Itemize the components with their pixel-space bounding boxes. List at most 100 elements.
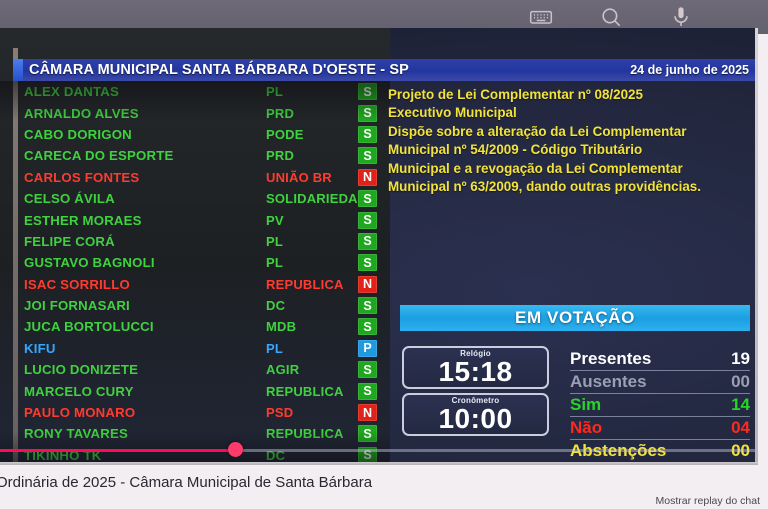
vereador-party: PRD xyxy=(266,148,295,164)
bill-line: Dispõe sobre a alteração da Lei Compleme… xyxy=(388,123,687,139)
session-date: 24 de junho de 2025 xyxy=(630,63,749,77)
vote-badge: S xyxy=(358,190,377,208)
search-icon[interactable] xyxy=(598,4,624,30)
vereador-name: LUCIO DONIZETE xyxy=(24,362,139,378)
vereador-name: CARECA DO ESPORTE xyxy=(24,148,174,164)
video-progress-fill xyxy=(0,449,235,452)
vereador-name: CELSO ÁVILA xyxy=(24,191,115,207)
vereador-party: REPUBLICA xyxy=(266,276,344,292)
vereador-party: DC xyxy=(266,298,286,314)
vereador-name: PAULO MONARO xyxy=(24,405,136,421)
vereador-name: ALEX DANTAS xyxy=(24,84,120,100)
header-accent-block xyxy=(13,59,23,81)
clock-relogio-label: Relógio xyxy=(460,349,491,358)
vereador-party: SOLIDARIEDADE xyxy=(266,191,377,207)
table-row: JUCA BORTOLUCCI MDB S xyxy=(18,316,383,337)
tally-value: 00 xyxy=(731,372,750,391)
vote-badge: S xyxy=(358,147,377,165)
vereador-name: FELIPE CORÁ xyxy=(24,233,115,249)
status-badge: EM VOTAÇÃO xyxy=(400,305,750,331)
top-icon-group xyxy=(520,0,720,34)
vereador-party: PSD xyxy=(266,405,294,421)
video-player[interactable]: CÂMARA MUNICIPAL SANTA BÁRBARA D'OESTE -… xyxy=(0,28,757,465)
clock-cronometro-value: 10:00 xyxy=(438,403,513,434)
bill-line: Municipal nº 54/2009 - Código Tributário xyxy=(388,142,643,158)
vereador-party: REPUBLICA xyxy=(266,383,344,399)
table-row: ARNALDO ALVES PRD S xyxy=(18,102,383,123)
table-row: MARCELO CURY REPUBLICA S xyxy=(18,380,383,401)
tally-label: Não xyxy=(570,418,603,437)
player-bottom-edge xyxy=(0,462,758,465)
vote-badge: S xyxy=(358,425,377,443)
table-row: KIFU PL P xyxy=(18,338,383,359)
vereador-name: CABO DORIGON xyxy=(24,126,132,142)
tally-value: 19 xyxy=(731,349,750,368)
vereador-party: PL xyxy=(266,84,284,100)
vote-badge: S xyxy=(358,83,377,101)
vote-badge: S xyxy=(358,232,377,250)
vereador-party: PODE xyxy=(266,126,304,142)
table-row: ESTHER MORAES PV S xyxy=(18,209,383,230)
vote-badge: P xyxy=(358,339,377,357)
clock-relogio: Relógio 15:18 xyxy=(402,346,549,389)
vereador-party: UNIÃO BR xyxy=(266,169,332,185)
vote-badge: N xyxy=(358,404,377,422)
vereador-party: PL xyxy=(266,233,284,249)
tally-label: Presentes xyxy=(570,349,652,368)
video-scrubber-handle[interactable] xyxy=(227,442,243,457)
tally-label: Sim xyxy=(570,395,602,414)
video-title[interactable]: Ordinária de 2025 - Câmara Municipal de … xyxy=(0,474,373,491)
vote-badge: N xyxy=(358,168,377,186)
vereador-party: REPUBLICA xyxy=(266,426,344,442)
vereador-name: JUCA BORTOLUCCI xyxy=(24,319,154,335)
board-left-rail xyxy=(13,48,18,465)
clock-relogio-value: 15:18 xyxy=(438,356,513,387)
table-row: PAULO MONARO PSD N xyxy=(18,402,383,423)
tally-row: Sim 14 xyxy=(570,394,750,417)
table-row: FELIPE CORÁ PL S xyxy=(18,231,383,252)
vereador-name: JOI FORNASARI xyxy=(24,298,130,314)
vereador-name: GUSTAVO BAGNOLI xyxy=(24,255,155,271)
tally-value: 04 xyxy=(731,418,750,437)
vereador-party: MDB xyxy=(266,319,297,335)
vote-badge: S xyxy=(358,104,377,122)
vote-badge: S xyxy=(358,254,377,272)
bill-description: Projeto de Lei Complementar nº 08/2025 Ex… xyxy=(388,86,754,196)
vote-tally: Presentes 19 Ausentes 00 Sim 14 Não 04 Abstençõe… xyxy=(570,348,750,465)
vereador-party: PL xyxy=(266,340,284,356)
table-row: ISAC SORRILLO REPUBLICA N xyxy=(18,274,383,295)
below-player-section: Ordinária de 2025 - Câmara Municipal de … xyxy=(0,465,768,509)
roll-call-list: ALEX DANTAS PL S ARNALDO ALVES PRD S CABO DORI… xyxy=(18,81,383,465)
tally-value: 14 xyxy=(731,395,750,414)
clock-cronometro: Cronômetro 10:00 xyxy=(402,393,549,436)
table-row: LUCIO DONIZETE AGIR S xyxy=(18,359,383,380)
player-right-edge xyxy=(755,28,758,465)
microphone-icon[interactable] xyxy=(668,4,694,30)
table-row: CARLOS FONTES UNIÃO BR N xyxy=(18,167,383,188)
keyboard-icon[interactable] xyxy=(528,4,554,30)
vereador-party: PV xyxy=(266,212,284,228)
tally-value: 00 xyxy=(731,441,750,460)
bill-line: Municipal nº 63/2009, dando outras provi… xyxy=(388,179,701,195)
vereador-name: RONY TAVARES xyxy=(24,426,129,442)
show-chat-replay-button[interactable]: Mostrar replay do chat xyxy=(655,495,760,507)
video-progress-bar[interactable] xyxy=(0,449,757,452)
tally-label: Abstenções xyxy=(570,441,667,460)
page-title: CÂMARA MUNICIPAL SANTA BÁRBARA D'OESTE -… xyxy=(29,62,409,78)
bill-line: Executivo Municipal xyxy=(388,105,517,121)
vote-badge: N xyxy=(358,275,377,293)
table-row: ALEX DANTAS PL S xyxy=(18,81,383,102)
vereador-name: ARNALDO ALVES xyxy=(24,105,139,121)
vote-badge: S xyxy=(358,382,377,400)
table-row: CELSO ÁVILA SOLIDARIEDADE S xyxy=(18,188,383,209)
vereador-party: AGIR xyxy=(266,362,300,378)
tally-row: Presentes 19 xyxy=(570,348,750,371)
clock-cronometro-label: Cronômetro xyxy=(451,396,500,405)
vereador-party: PL xyxy=(266,255,284,271)
table-row: CARECA DO ESPORTE PRD S xyxy=(18,145,383,166)
vereador-name: ISAC SORRILLO xyxy=(24,276,130,292)
vote-badge: S xyxy=(358,318,377,336)
vereador-name: KIFU xyxy=(24,340,56,356)
vote-badge: S xyxy=(358,297,377,315)
